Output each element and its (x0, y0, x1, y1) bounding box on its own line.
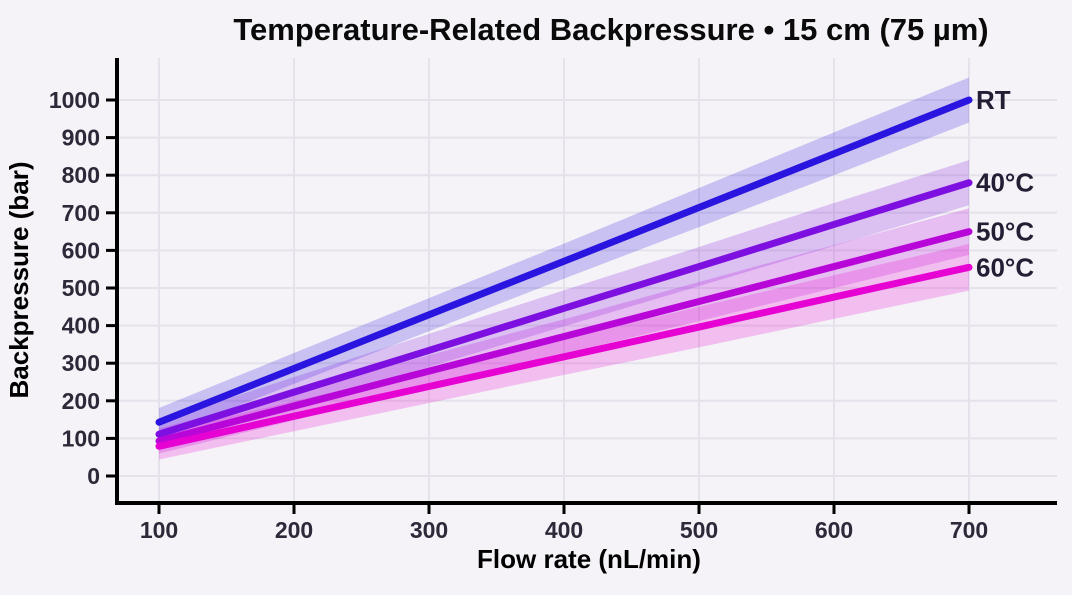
y-tick-label: 200 (62, 388, 100, 414)
y-tick-label: 700 (62, 200, 100, 226)
y-tick-label: 300 (62, 350, 100, 376)
series-label-layer: RT 40°C 50°C 60°C (976, 85, 1034, 282)
tick-layer: 100 200 300 400 500 600 700 0 100 200 300 400 500 600… (49, 87, 988, 543)
confidence-band-layer (159, 77, 969, 460)
y-tick-label: 0 (87, 463, 100, 489)
axis-layer (115, 58, 1057, 505)
series-line-50°C (155, 228, 973, 445)
confidence-band-60°C (159, 244, 969, 460)
x-tick-label: 100 (140, 517, 178, 543)
x-tick-label: 700 (950, 517, 988, 543)
series-line-RT (155, 96, 973, 426)
series-line-60°C (155, 263, 973, 450)
y-tick-label: 500 (62, 275, 100, 301)
x-tick-label: 200 (275, 517, 313, 543)
confidence-band-40°C (159, 160, 969, 448)
y-tick-label: 1000 (49, 87, 100, 113)
y-tick-label: 800 (62, 162, 100, 188)
x-axis-title: Flow rate (nL/min) (477, 544, 701, 574)
series-end-label-RT: RT (976, 85, 1011, 115)
series-end-label-50°C: 50°C (976, 217, 1034, 247)
confidence-band-RT (159, 77, 969, 437)
series-end-label-40°C: 40°C (976, 168, 1034, 198)
y-axis-title: Backpressure (bar) (4, 162, 34, 399)
x-tick-label: 400 (545, 517, 583, 543)
y-tick-label: 600 (62, 237, 100, 263)
x-tick-label: 500 (680, 517, 718, 543)
x-tick-label: 300 (410, 517, 448, 543)
series-line-40°C (155, 179, 973, 438)
x-tick-label: 600 (815, 517, 853, 543)
series-end-label-60°C: 60°C (976, 252, 1034, 282)
y-tick-label: 400 (62, 313, 100, 339)
y-tick-label: 100 (62, 425, 100, 451)
y-tick-label: 900 (62, 125, 100, 151)
series-line-layer (155, 96, 973, 450)
chart-title: Temperature-Related Backpressure • 15 cm… (233, 12, 988, 47)
